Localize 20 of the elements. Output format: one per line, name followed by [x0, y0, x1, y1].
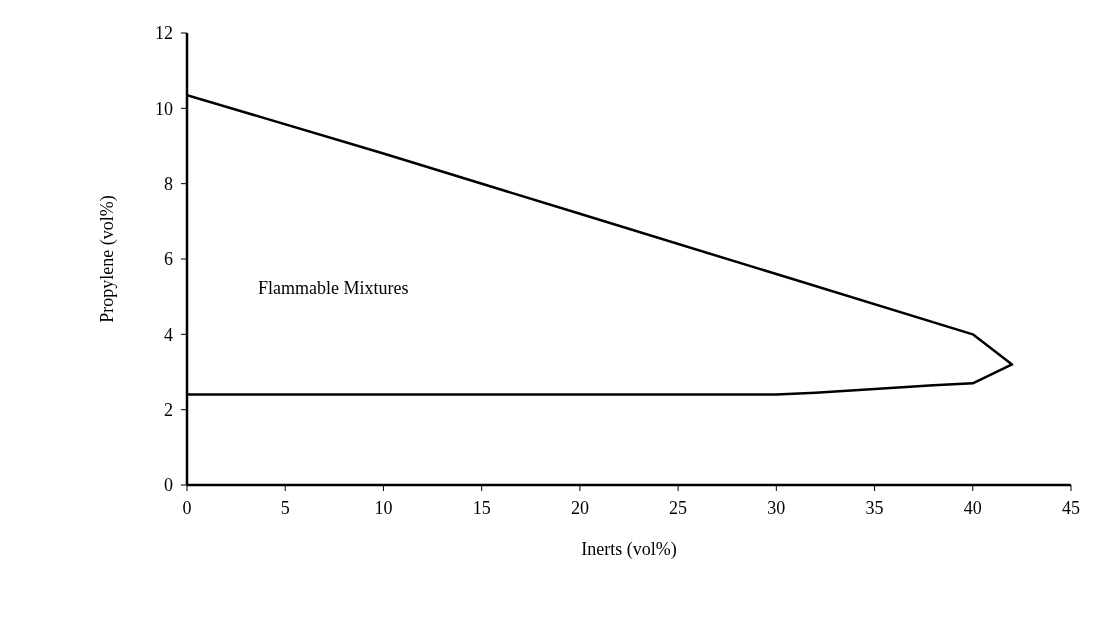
- x-tick-label: 20: [570, 497, 589, 518]
- x-tick-label: 25: [669, 497, 688, 518]
- x-tick-label: 5: [280, 497, 290, 518]
- x-tick-label: 0: [182, 497, 192, 518]
- x-axis-title: Inerts (vol%): [581, 539, 677, 560]
- annotation: Flammable Mixtures: [258, 278, 409, 299]
- y-tick-label: 4: [164, 324, 173, 345]
- y-tick-label: 6: [164, 249, 173, 270]
- x-tick-label: 35: [865, 497, 884, 518]
- y-axis-title: Propylene (vol%): [97, 195, 119, 323]
- x-tick-label: 10: [374, 497, 393, 518]
- x-tick-label: 30: [767, 497, 786, 518]
- y-tick-label: 0: [164, 475, 173, 496]
- y-tick-label: 12: [155, 23, 173, 44]
- y-tick-label: 8: [164, 174, 173, 195]
- x-tick-label: 45: [1062, 497, 1080, 518]
- x-tick-label: 40: [963, 497, 982, 518]
- y-tick-label: 10: [155, 98, 173, 119]
- x-tick-label: 15: [472, 497, 491, 518]
- y-tick-label: 2: [164, 400, 173, 421]
